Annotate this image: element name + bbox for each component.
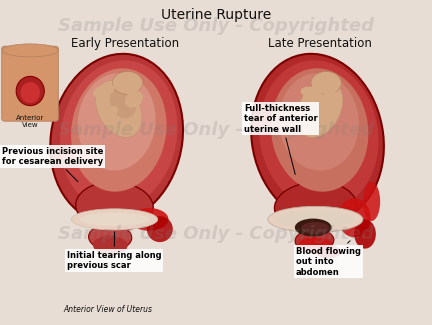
- Ellipse shape: [324, 90, 342, 108]
- Ellipse shape: [268, 206, 363, 232]
- Text: Full-thickness
tear of anterior
uterine wall: Full-thickness tear of anterior uterine …: [244, 104, 318, 175]
- Ellipse shape: [2, 44, 58, 57]
- Ellipse shape: [95, 80, 142, 137]
- Text: Sample Use Only - Copyrighted: Sample Use Only - Copyrighted: [58, 121, 374, 139]
- Ellipse shape: [16, 76, 44, 106]
- Ellipse shape: [112, 72, 143, 94]
- Ellipse shape: [271, 68, 368, 192]
- Ellipse shape: [295, 218, 332, 237]
- Ellipse shape: [102, 106, 118, 118]
- Ellipse shape: [76, 182, 153, 231]
- Ellipse shape: [93, 84, 114, 98]
- Ellipse shape: [301, 222, 330, 234]
- Ellipse shape: [60, 60, 178, 209]
- Text: Anterior
View: Anterior View: [16, 115, 44, 128]
- Text: Sample Use Only - Copyrighted: Sample Use Only - Copyrighted: [58, 225, 374, 243]
- Ellipse shape: [50, 54, 183, 222]
- Text: Previous incision site
for cesarean delivery: Previous incision site for cesarean deli…: [2, 147, 104, 182]
- Ellipse shape: [296, 80, 343, 137]
- Text: Initial tearing along
previous scar: Initial tearing along previous scar: [67, 232, 162, 270]
- Ellipse shape: [279, 73, 359, 171]
- Ellipse shape: [110, 86, 137, 119]
- Ellipse shape: [130, 208, 168, 231]
- Ellipse shape: [71, 209, 158, 230]
- Ellipse shape: [80, 213, 149, 226]
- Ellipse shape: [301, 86, 321, 99]
- Ellipse shape: [78, 73, 156, 171]
- Ellipse shape: [274, 182, 356, 231]
- FancyBboxPatch shape: [2, 46, 58, 121]
- Ellipse shape: [363, 182, 380, 221]
- Text: Sample Use Only - Copyrighted: Sample Use Only - Copyrighted: [58, 17, 374, 35]
- Text: Early Presentation: Early Presentation: [71, 37, 179, 50]
- Ellipse shape: [259, 60, 378, 210]
- Ellipse shape: [338, 198, 370, 237]
- Ellipse shape: [295, 229, 334, 252]
- Ellipse shape: [21, 82, 40, 103]
- Text: Late Presentation: Late Presentation: [268, 37, 372, 50]
- Ellipse shape: [354, 219, 376, 249]
- Ellipse shape: [89, 224, 132, 250]
- Ellipse shape: [125, 90, 143, 108]
- Ellipse shape: [315, 245, 341, 258]
- Ellipse shape: [93, 236, 127, 255]
- Text: Anterior View of Uterus: Anterior View of Uterus: [64, 305, 152, 314]
- Ellipse shape: [147, 216, 173, 242]
- Ellipse shape: [71, 68, 167, 192]
- Ellipse shape: [251, 54, 384, 222]
- Ellipse shape: [311, 72, 341, 94]
- Ellipse shape: [298, 237, 333, 254]
- Text: Blood flowing
out into
abdomen: Blood flowing out into abdomen: [296, 241, 361, 277]
- Text: Uterine Rupture: Uterine Rupture: [161, 8, 271, 22]
- Ellipse shape: [276, 211, 354, 228]
